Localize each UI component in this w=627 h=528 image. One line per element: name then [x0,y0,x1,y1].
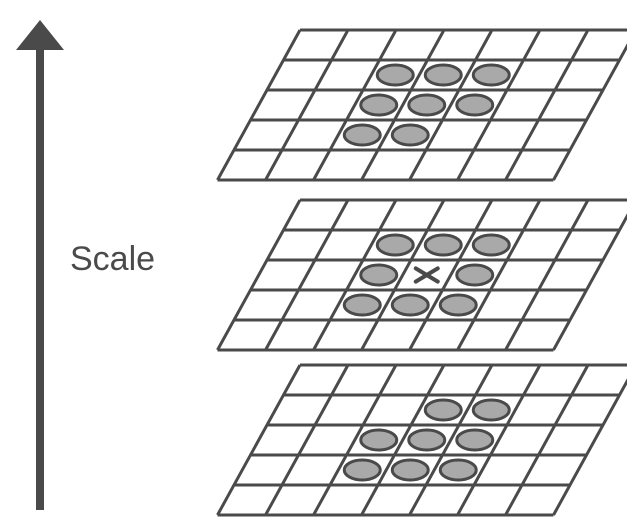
sample-disc [425,400,461,420]
sample-disc [392,125,428,145]
sample-disc [457,430,493,450]
sample-disc [344,295,380,315]
sample-disc [457,265,493,285]
sample-disc [473,400,509,420]
sample-disc [473,65,509,85]
sample-disc [392,460,428,480]
sample-disc [457,95,493,115]
sample-disc [409,95,445,115]
sample-disc [344,125,380,145]
sample-disc [361,430,397,450]
sample-disc [440,460,476,480]
sample-disc [440,295,476,315]
sample-disc [473,235,509,255]
scale-label: Scale [70,240,155,278]
sample-disc [377,65,413,85]
sample-disc [361,95,397,115]
sample-disc [409,430,445,450]
sample-disc [377,235,413,255]
sample-disc [425,235,461,255]
sample-disc [425,65,461,85]
sample-disc [344,460,380,480]
scale-space-diagram: Scale [0,0,627,528]
sample-disc [392,295,428,315]
sample-disc [361,265,397,285]
